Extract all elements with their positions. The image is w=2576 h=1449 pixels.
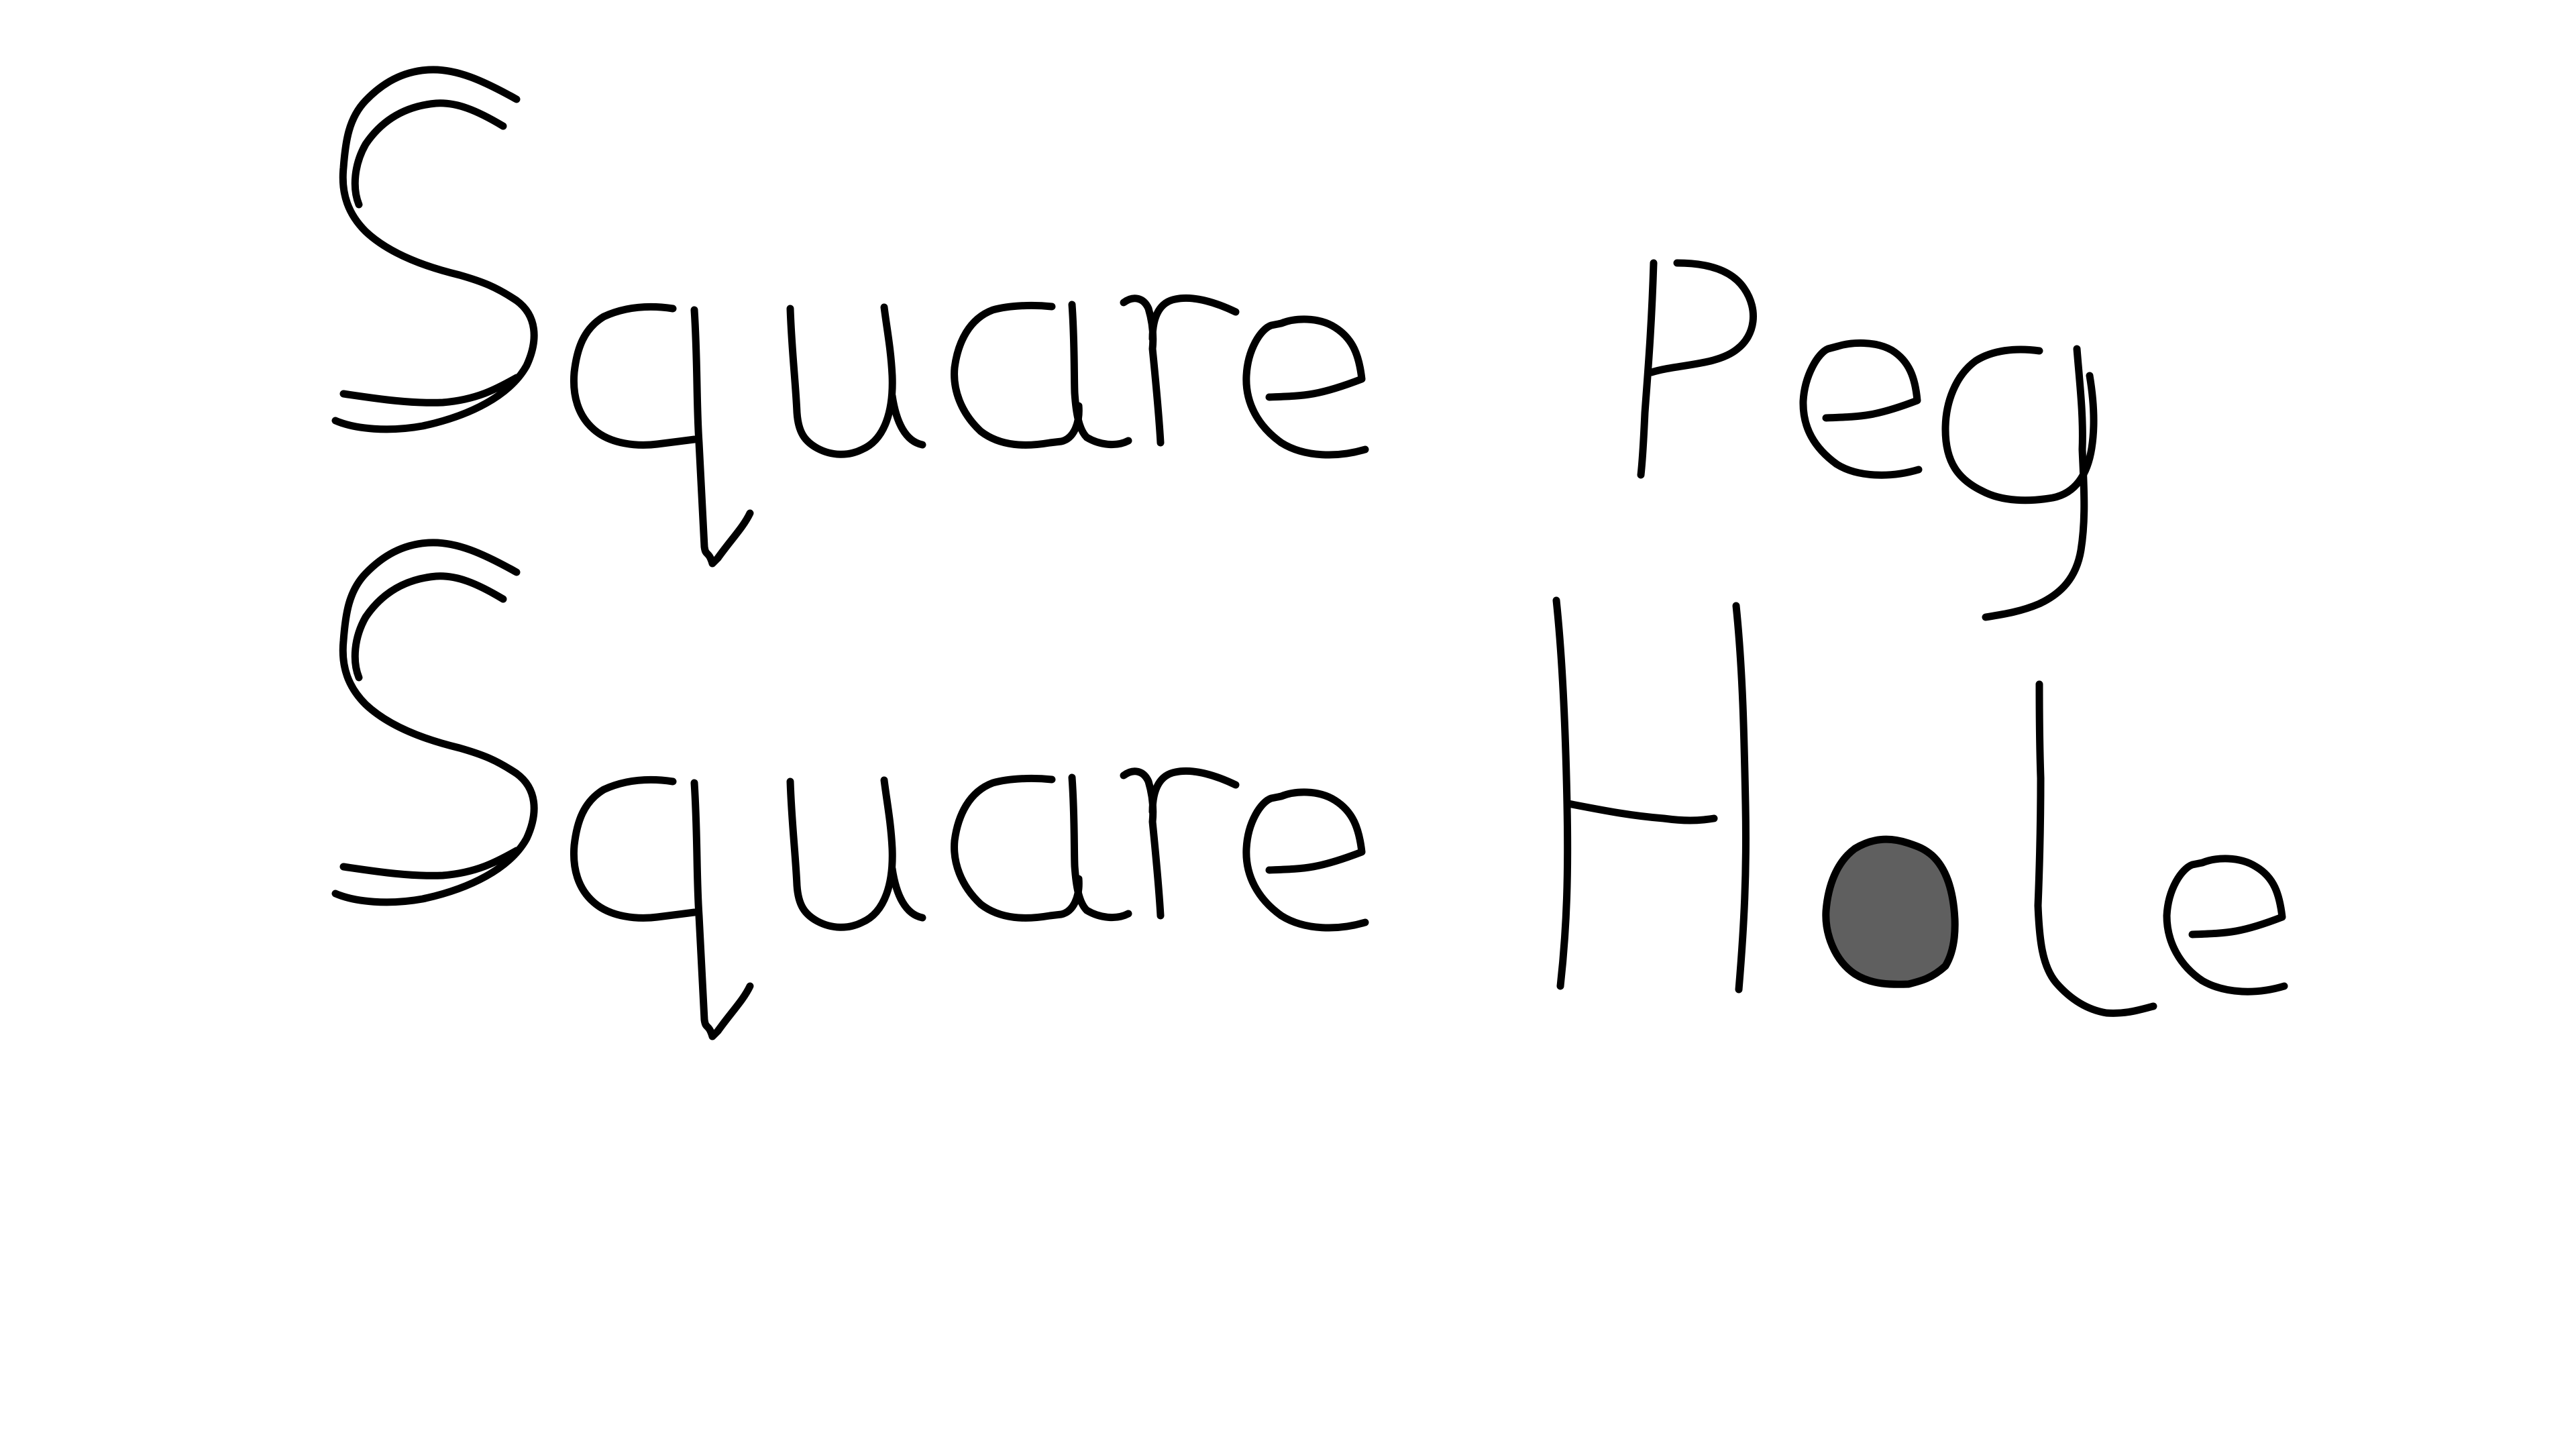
letter-a-2-stem (1068, 773, 1132, 922)
letter-e-2 (1799, 339, 1923, 479)
letter-a-stem (1068, 301, 1132, 449)
line-2-word-square (331, 539, 1369, 1040)
letter-l (2034, 680, 2157, 1017)
letter-u-2 (786, 776, 926, 931)
letter-r-2 (1120, 767, 1240, 920)
letter-s-2 (331, 539, 538, 906)
letter-q (570, 303, 754, 568)
letter-q-2-bowl (570, 775, 698, 922)
letter-g (1941, 345, 2098, 621)
letter-o-filled (1822, 835, 1959, 988)
line-1-word-peg (1637, 259, 2098, 621)
letter-s-2-tail-stroke (339, 847, 521, 879)
letter-e-4 (2163, 855, 2288, 996)
letter-h-crossbar (1564, 800, 1718, 824)
letter-e-3 (1242, 788, 1369, 932)
letter-p-stem (1637, 259, 1658, 479)
letter-r (1120, 294, 1240, 447)
line-2-word-hole (1552, 596, 2288, 1017)
letter-a (951, 301, 1132, 449)
letter-g-bowl (1941, 345, 2098, 504)
letter-s-2-inner-stroke (351, 572, 507, 682)
letter-q-bowl (570, 303, 698, 449)
letter-q-stem (690, 306, 754, 568)
letter-s-inner-stroke (351, 99, 507, 209)
letter-a-2 (951, 773, 1132, 922)
letter-a-bowl (951, 301, 1083, 449)
line-1-word-square (331, 66, 1369, 568)
letter-s (331, 66, 538, 433)
letter-s-2-outer-stroke (331, 539, 538, 906)
letter-p-bowl (1648, 259, 1757, 376)
letter-h-left-stem (1552, 596, 1572, 990)
letter-h-right-stem (1732, 602, 1750, 994)
letter-u (786, 303, 926, 458)
letter-s-outer-stroke (331, 66, 538, 433)
letter-q-2 (570, 775, 754, 1040)
letter-g-tail (1982, 345, 2088, 621)
letter-q-2-stem (690, 779, 754, 1040)
letter-s-tail-stroke (339, 374, 521, 407)
letter-h (1552, 596, 1750, 994)
letter-e (1242, 315, 1369, 459)
letter-a-2-bowl (951, 774, 1083, 922)
letter-p (1637, 259, 1757, 479)
